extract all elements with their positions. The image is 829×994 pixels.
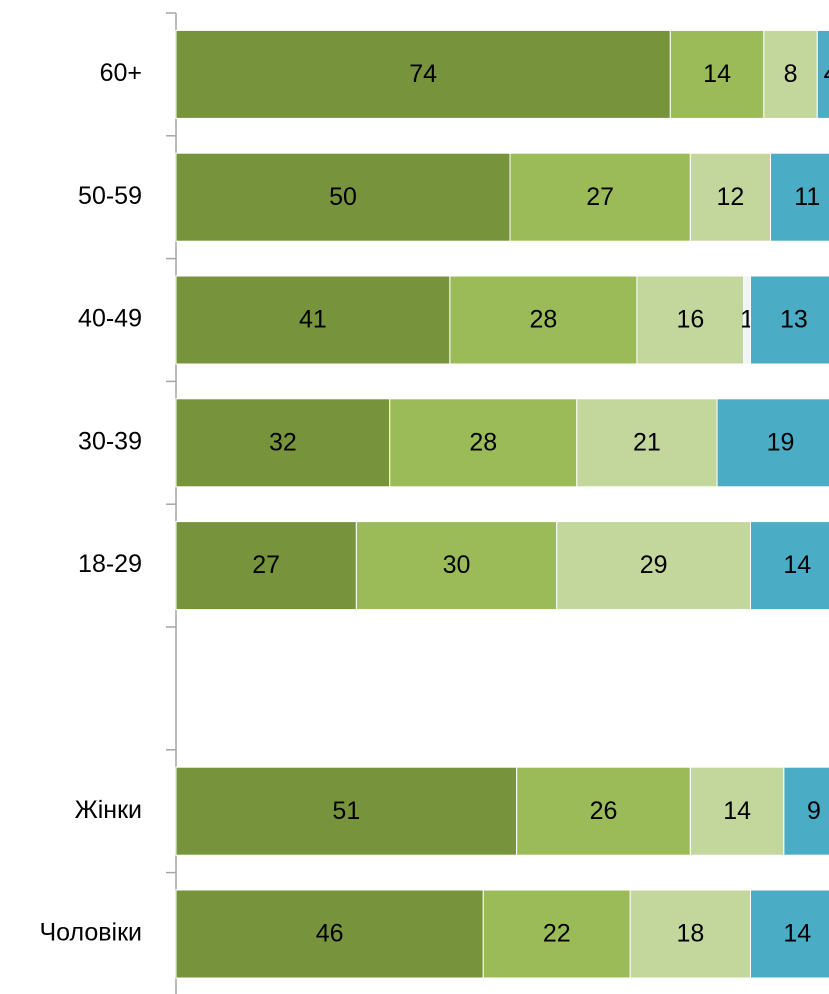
bar-segment	[175, 398, 391, 488]
bar-segment	[175, 152, 511, 242]
data-label: 9	[807, 797, 821, 825]
data-label: 46	[316, 920, 344, 948]
data-label: 22	[543, 920, 571, 948]
data-label: 16	[676, 306, 704, 334]
bar-segment	[576, 398, 718, 488]
data-label: 50	[329, 183, 357, 211]
bar-segment	[763, 29, 818, 119]
data-label: 28	[469, 428, 497, 456]
bar-segment	[175, 275, 451, 365]
data-label: 13	[780, 306, 808, 334]
bar-segment	[689, 152, 772, 242]
data-label: 51	[332, 797, 360, 825]
category-label: 40-49	[78, 305, 142, 333]
bar-segment	[716, 398, 829, 488]
bar-segment	[355, 521, 558, 611]
bar-segment	[449, 275, 638, 365]
bar-segment	[749, 275, 829, 365]
data-label: 11	[794, 183, 820, 211]
bar-segment	[175, 889, 484, 979]
data-label: 41	[299, 306, 327, 334]
bar-segment	[175, 521, 357, 611]
bar-segment	[636, 275, 745, 365]
data-label: 30	[443, 551, 471, 579]
category-label: 18-29	[78, 550, 142, 578]
bar-segment	[816, 29, 829, 119]
category-label: Чоловіки	[39, 919, 142, 947]
data-label: 14	[783, 920, 811, 948]
bar-segment	[770, 152, 829, 242]
bar-segment	[516, 766, 691, 856]
data-label: 14	[783, 551, 811, 579]
data-label: 74	[409, 60, 437, 88]
data-label: 28	[529, 306, 557, 334]
data-label: 18	[676, 920, 704, 948]
category-label: 30-39	[78, 427, 142, 455]
data-label: 27	[252, 551, 280, 579]
bar-segment	[389, 398, 578, 488]
data-label: 29	[640, 551, 668, 579]
data-label: 14	[703, 60, 731, 88]
category-label: 60+	[100, 59, 142, 87]
data-label: 27	[586, 183, 614, 211]
data-label: 26	[590, 797, 618, 825]
bar-segment	[749, 521, 829, 611]
data-label: 21	[633, 428, 661, 456]
bar-segment	[175, 766, 518, 856]
data-label: 19	[767, 428, 795, 456]
data-label: 12	[717, 183, 745, 211]
bar-segment	[669, 29, 765, 119]
bar-segment	[749, 889, 829, 979]
data-label: 4	[824, 60, 829, 88]
bar-segment	[556, 521, 751, 611]
category-label: Жінки	[75, 796, 142, 824]
bar-segment	[783, 766, 829, 856]
category-label: 50-59	[78, 182, 142, 210]
bar-segment	[689, 766, 785, 856]
data-label: 14	[723, 797, 751, 825]
bar-segment	[482, 889, 631, 979]
data-label: 8	[784, 60, 798, 88]
data-label: 32	[269, 428, 297, 456]
